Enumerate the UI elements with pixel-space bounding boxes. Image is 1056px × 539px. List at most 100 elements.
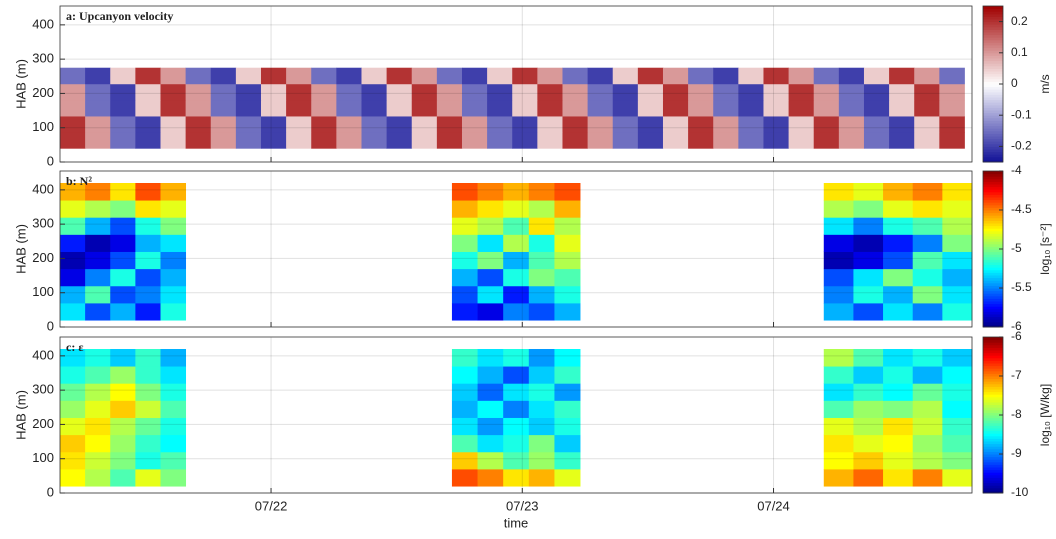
colorbar-swatch: [983, 120, 1003, 124]
colorbar-swatch: [983, 407, 1003, 411]
colorbar-swatch: [983, 259, 1003, 263]
colorbar-swatch: [983, 181, 1003, 185]
heatmap-cell: [411, 67, 438, 85]
heatmap-cell: [286, 116, 312, 133]
colorbar-swatch: [983, 355, 1003, 359]
heatmap-cell: [763, 116, 789, 133]
colorbar-swatch: [983, 246, 1003, 250]
heatmap-cell: [863, 116, 890, 133]
x-tick-label: 07/23: [506, 498, 539, 513]
heatmap-cell: [587, 116, 614, 133]
heatmap-cell: [336, 116, 362, 133]
heatmap-cell: [528, 417, 555, 436]
heatmap-cell: [477, 349, 504, 367]
colorbar-swatch: [983, 389, 1003, 393]
heatmap-cell: [185, 67, 212, 85]
colorbar-swatch: [983, 487, 1003, 491]
colorbar-swatch: [983, 316, 1003, 320]
heatmap-cell: [853, 383, 884, 401]
heatmap-cell: [528, 349, 555, 367]
heatmap-cell: [135, 132, 161, 149]
heatmap-cell: [554, 434, 581, 453]
heatmap-cell: [838, 116, 865, 133]
heatmap-cell: [883, 400, 914, 418]
colorbar-swatch: [983, 34, 1003, 38]
colorbar-swatch: [983, 474, 1003, 478]
colorbar-swatch: [983, 68, 1003, 72]
colorbar-swatch: [983, 94, 1003, 98]
heatmap-cell: [939, 67, 965, 85]
colorbar-swatch: [983, 84, 1003, 88]
colorbar-label: log₁₀ [W/kg]: [1038, 384, 1052, 446]
colorbar-swatch: [983, 467, 1003, 471]
heatmap-cell: [512, 132, 538, 149]
heatmap-cell: [883, 285, 914, 304]
colorbar-swatch: [983, 448, 1003, 452]
colorbar-swatch: [983, 269, 1003, 273]
heatmap-cell: [85, 251, 111, 270]
heatmap-cell: [135, 417, 161, 436]
heatmap-cell: [503, 400, 530, 418]
colorbar-swatch: [983, 241, 1003, 245]
heatmap-cell: [914, 116, 940, 133]
heatmap-cell: [160, 217, 187, 235]
colorbar-swatch: [983, 319, 1003, 323]
colorbar-swatch: [983, 123, 1003, 127]
heatmap-cell: [210, 83, 237, 101]
heatmap-cell: [503, 200, 530, 218]
heatmap-cell: [110, 366, 136, 384]
heatmap-cell: [912, 451, 943, 470]
heatmap-cell: [863, 83, 890, 101]
heatmap-cell: [823, 217, 854, 235]
colorbar-swatch: [983, 350, 1003, 354]
colorbar-label: m/s: [1038, 74, 1052, 93]
colorbar-swatch: [983, 480, 1003, 484]
colorbar-swatch: [983, 238, 1003, 242]
heatmap-cell: [942, 383, 973, 401]
heatmap-cell: [612, 99, 639, 117]
heatmap-cell: [210, 99, 237, 117]
heatmap-cell: [562, 99, 589, 117]
heatmap-cell: [554, 251, 581, 270]
heatmap-cell: [537, 132, 563, 149]
heatmap-cell: [853, 400, 884, 418]
heatmap-cell: [942, 200, 973, 218]
colorbar-swatch: [983, 433, 1003, 437]
heatmap-cell: [512, 99, 538, 117]
plot-frame: [59, 170, 973, 328]
colorbar-swatch: [983, 39, 1003, 43]
heatmap-cell: [160, 303, 187, 321]
heatmap-cell: [912, 285, 943, 304]
heatmap-cell: [477, 366, 504, 384]
colorbar-swatch: [983, 412, 1003, 416]
heatmap-cell: [286, 67, 312, 85]
colorbar-swatch: [983, 376, 1003, 380]
heatmap-cell: [528, 400, 555, 418]
heatmap-cell: [85, 83, 111, 101]
colorbar-swatch: [983, 396, 1003, 400]
heatmap-cell: [85, 268, 111, 287]
heatmap-cell: [336, 99, 362, 117]
heatmap-cell: [135, 67, 161, 85]
heatmap-cell: [942, 183, 973, 201]
colorbar-tick-label: 0.1: [1011, 45, 1028, 59]
heatmap-cell: [688, 67, 714, 85]
colorbar-swatch: [983, 184, 1003, 188]
heatmap-cell: [853, 417, 884, 436]
heatmap-cell: [451, 469, 478, 487]
y-tick-label: 200: [32, 85, 54, 100]
colorbar-swatch: [983, 446, 1003, 450]
heatmap-cell: [451, 417, 478, 436]
panel-title: b: N²: [66, 174, 92, 188]
heatmap-cell: [662, 116, 689, 133]
heatmap-cell: [85, 234, 111, 252]
colorbar-swatch: [983, 482, 1003, 486]
colorbar-swatch: [983, 29, 1003, 33]
heatmap-cell: [942, 285, 973, 304]
colorbar-swatch: [983, 141, 1003, 145]
heatmap-cell: [562, 116, 589, 133]
colorbar-swatch: [983, 344, 1003, 348]
heatmap-cell: [160, 417, 187, 436]
colorbar-swatch: [983, 156, 1003, 160]
colorbar-swatch: [983, 151, 1003, 155]
